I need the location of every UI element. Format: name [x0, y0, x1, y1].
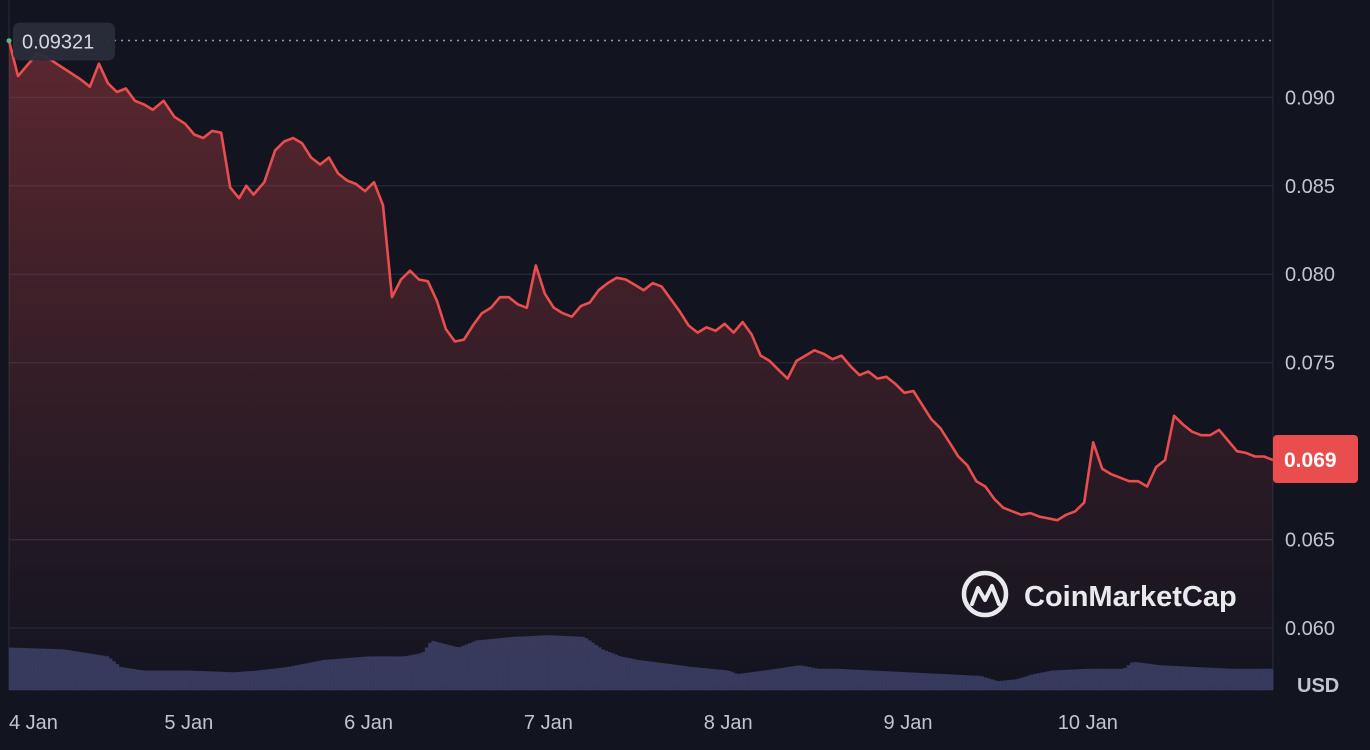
- price-series-line[interactable]: [7, 40, 1274, 522]
- x-tick-label: 6 Jan: [344, 712, 393, 734]
- x-tick-label: 9 Jan: [884, 712, 933, 734]
- y-tick-label: 0.085: [1285, 176, 1335, 198]
- open-price-label-box: [13, 22, 115, 61]
- x-axis-ticks: 4 Jan 5 Jan 6 Jan 7 Jan 8 Jan 9 Jan 10 Jan: [9, 712, 1118, 734]
- last-price-tag: [1273, 435, 1358, 483]
- y-tick-label: 0.065: [1285, 530, 1335, 552]
- y-axis-ticks: 0.090 0.085 0.080 0.075 0.065 0.060: [1285, 87, 1335, 640]
- currency-unit-label: USD: [1297, 675, 1339, 697]
- x-tick-label: 4 Jan: [9, 712, 58, 734]
- coinmarketcap-logo-icon: [961, 570, 1009, 618]
- x-tick-label: 7 Jan: [524, 712, 573, 734]
- y-tick-label: 0.075: [1285, 353, 1335, 375]
- open-price-label: 0.09321: [22, 32, 94, 54]
- price-area-fill: [9, 40, 1273, 690]
- y-tick-label: 0.080: [1285, 264, 1335, 286]
- y-tick-label: 0.090: [1285, 87, 1335, 109]
- x-tick-label: 8 Jan: [704, 712, 753, 734]
- y-tick-label: 0.060: [1285, 618, 1335, 640]
- x-tick-label: 10 Jan: [1058, 712, 1118, 734]
- watermark: CoinMarketCap: [961, 570, 1237, 618]
- price-area: [9, 40, 1273, 690]
- x-tick-label: 5 Jan: [164, 712, 213, 734]
- watermark-text: CoinMarketCap: [1024, 581, 1237, 613]
- last-price-label: 0.069: [1284, 449, 1337, 472]
